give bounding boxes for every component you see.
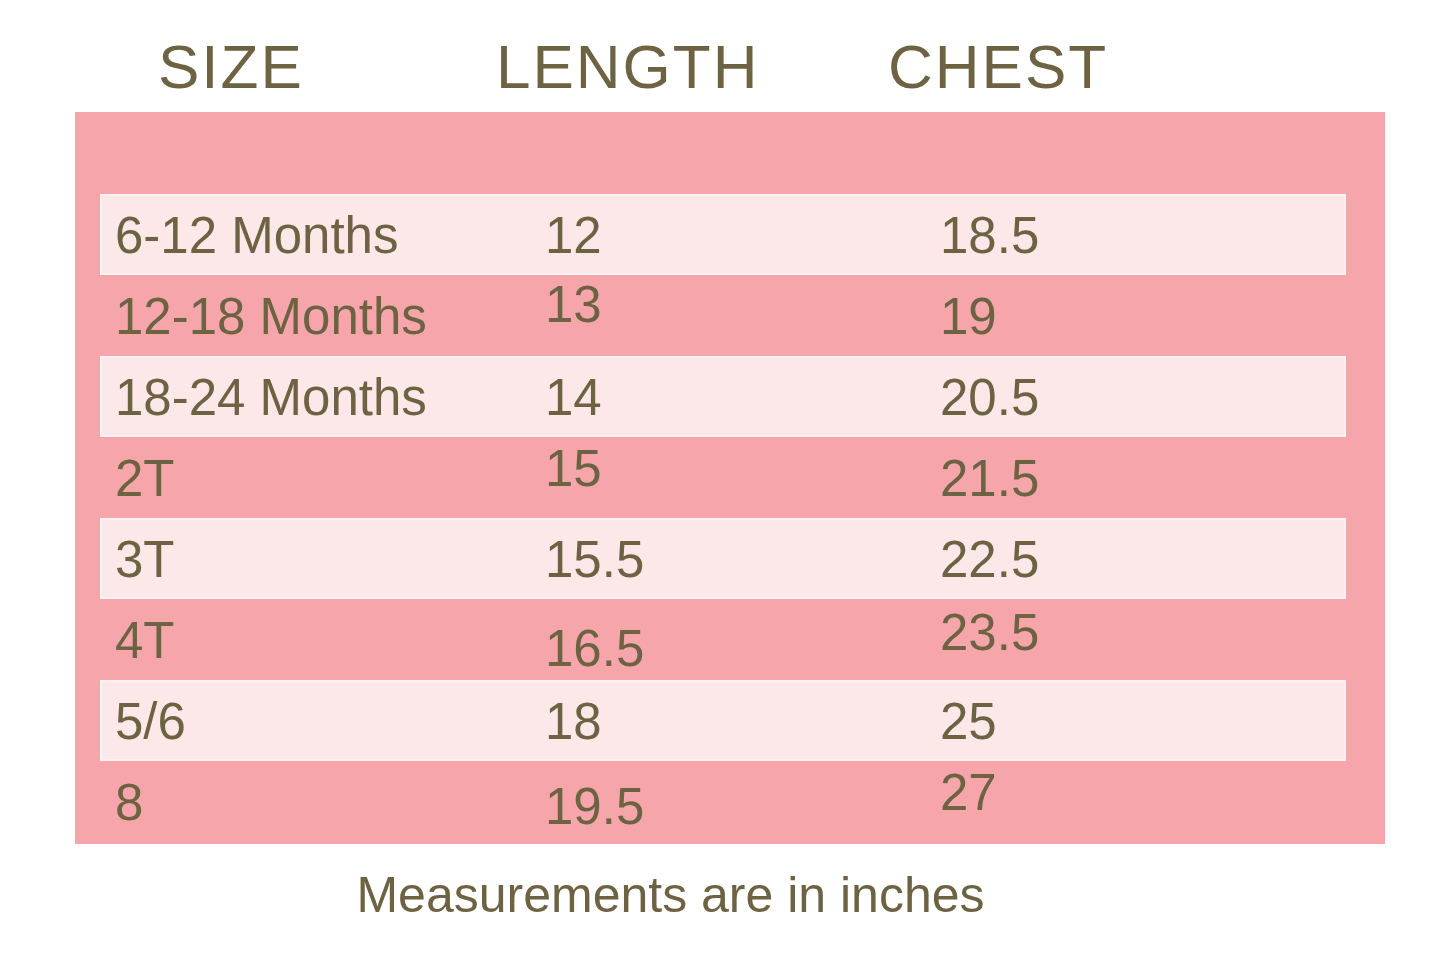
table-row: 2T 15 21.5 xyxy=(100,437,1346,518)
length-cell: 12 xyxy=(545,209,602,260)
chest-cell: 19 xyxy=(940,290,997,341)
size-cell: 12-18 Months xyxy=(115,290,427,341)
chest-cell: 23.5 xyxy=(940,606,1039,657)
size-cell: 2T xyxy=(115,452,175,503)
chest-cell: 18.5 xyxy=(940,209,1039,260)
size-cell: 8 xyxy=(115,776,143,827)
length-cell: 19.5 xyxy=(545,780,644,831)
table-row: 5/6 18 25 xyxy=(100,680,1346,761)
chest-cell: 25 xyxy=(940,695,997,746)
table-row: 12-18 Months 13 19 xyxy=(100,275,1346,356)
length-cell: 14 xyxy=(545,371,602,422)
table-row: 4T 16.5 23.5 xyxy=(100,599,1346,680)
length-cell: 15 xyxy=(545,442,602,493)
chest-cell: 21.5 xyxy=(940,452,1039,503)
column-header-length: LENGTH xyxy=(496,36,759,98)
size-chart: SIZE LENGTH CHEST 6-12 Months 12 18.5 12… xyxy=(0,0,1445,969)
column-header-size: SIZE xyxy=(158,36,304,98)
length-cell: 16.5 xyxy=(545,622,644,673)
size-cell: 6-12 Months xyxy=(115,209,399,260)
size-table: 6-12 Months 12 18.5 12-18 Months 13 19 1… xyxy=(75,112,1385,844)
length-cell: 18 xyxy=(545,695,602,746)
size-cell: 4T xyxy=(115,614,175,665)
column-header-chest: CHEST xyxy=(888,36,1108,98)
chest-cell: 22.5 xyxy=(940,533,1039,584)
table-row: 8 19.5 27 xyxy=(100,761,1346,842)
table-header: SIZE LENGTH CHEST xyxy=(0,0,1445,112)
size-cell: 18-24 Months xyxy=(115,371,427,422)
length-cell: 13 xyxy=(545,278,602,329)
chest-cell: 27 xyxy=(940,766,997,817)
chest-cell: 20.5 xyxy=(940,371,1039,422)
length-cell: 15.5 xyxy=(545,533,644,584)
table-row: 6-12 Months 12 18.5 xyxy=(100,194,1346,275)
size-cell: 5/6 xyxy=(115,695,186,746)
table-row: 3T 15.5 22.5 xyxy=(100,518,1346,599)
table-row: 18-24 Months 14 20.5 xyxy=(100,356,1346,437)
size-cell: 3T xyxy=(115,533,175,584)
units-note: Measurements are in inches xyxy=(0,866,1393,924)
